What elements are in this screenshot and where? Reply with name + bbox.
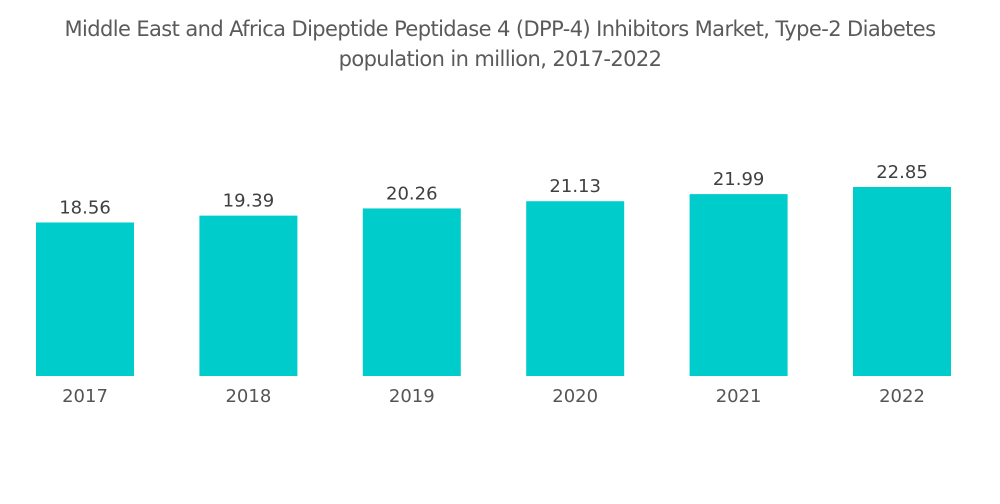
bar-2017	[36, 222, 134, 376]
chart-title: Middle East and Africa Dipeptide Peptida…	[0, 14, 1000, 74]
data-label-2022: 22.85	[876, 162, 928, 183]
bar-2020	[526, 201, 625, 376]
bar-2019	[362, 208, 461, 376]
x-tick-label-2021: 2021	[716, 386, 762, 407]
x-tick-label-2018: 2018	[225, 386, 271, 407]
data-label-2019: 20.26	[386, 183, 438, 204]
chart-title-line-1: Middle East and Africa Dipeptide Peptida…	[64, 17, 937, 41]
bar-2021	[689, 194, 788, 376]
x-tick-label-2017: 2017	[62, 386, 108, 407]
x-tick-label-2020: 2020	[552, 386, 598, 407]
bar-2022	[853, 187, 951, 376]
data-label-2018: 19.39	[223, 191, 275, 212]
data-label-2021: 21.99	[713, 169, 765, 190]
bar-2018	[199, 215, 298, 376]
x-tick-label-2022: 2022	[879, 386, 925, 407]
data-label-2017: 18.56	[59, 197, 111, 218]
x-tick-label-2019: 2019	[389, 386, 435, 407]
data-label-2020: 21.13	[549, 176, 601, 197]
chart-title-line-2: population in million, 2017-2022	[338, 47, 662, 71]
